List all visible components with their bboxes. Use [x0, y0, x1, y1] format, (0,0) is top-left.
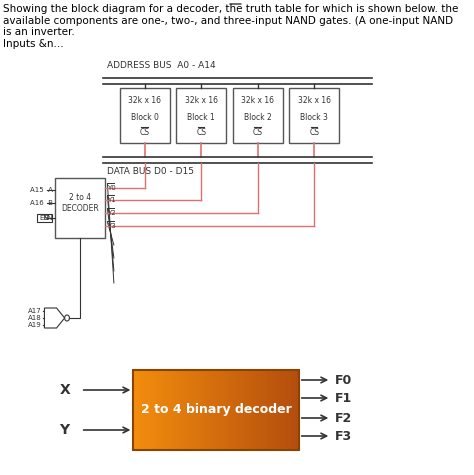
Bar [137, 370, 140, 450]
FancyBboxPatch shape [55, 178, 105, 238]
Text: F3: F3 [335, 429, 352, 443]
Text: Block 0: Block 0 [131, 113, 158, 122]
Text: 32k x 16: 32k x 16 [241, 96, 274, 105]
Text: 32k x 16: 32k x 16 [185, 96, 218, 105]
Bar [276, 370, 279, 450]
Bar [163, 370, 167, 450]
Text: Y3: Y3 [108, 223, 116, 229]
PathPatch shape [45, 308, 64, 328]
Bar [183, 370, 187, 450]
FancyBboxPatch shape [119, 88, 170, 143]
FancyBboxPatch shape [37, 214, 52, 222]
Bar [133, 370, 299, 450]
Bar [296, 370, 299, 450]
Text: CS: CS [196, 128, 206, 137]
Bar [236, 370, 240, 450]
Bar [173, 370, 177, 450]
FancyBboxPatch shape [233, 88, 283, 143]
Bar [196, 370, 200, 450]
Text: DATA BUS D0 - D15: DATA BUS D0 - D15 [108, 167, 194, 176]
Bar [269, 370, 273, 450]
Text: Block 1: Block 1 [187, 113, 215, 122]
Bar [259, 370, 263, 450]
Text: Y: Y [60, 423, 70, 437]
Bar [200, 370, 203, 450]
Text: F0: F0 [335, 373, 353, 387]
Bar [153, 370, 157, 450]
Bar [226, 370, 230, 450]
Text: Showing the block diagram for a decoder, the truth table for which is shown belo: Showing the block diagram for a decoder,… [3, 4, 459, 49]
Bar [256, 370, 260, 450]
Text: Block 2: Block 2 [244, 113, 272, 122]
Bar [219, 370, 223, 450]
Text: Y0: Y0 [108, 185, 116, 191]
Bar [180, 370, 183, 450]
Text: CS: CS [253, 128, 263, 137]
Circle shape [64, 315, 70, 321]
Bar [140, 370, 144, 450]
Bar [156, 370, 160, 450]
Text: 32k x 16: 32k x 16 [128, 96, 161, 105]
Bar [286, 370, 289, 450]
Text: EN: EN [44, 215, 53, 221]
Bar [292, 370, 296, 450]
Bar [160, 370, 164, 450]
Bar [216, 370, 220, 450]
Text: F2: F2 [335, 411, 353, 425]
Text: Y2: Y2 [108, 210, 116, 216]
Bar [253, 370, 256, 450]
Bar [263, 370, 266, 450]
Bar [206, 370, 210, 450]
Text: Block 3: Block 3 [300, 113, 328, 122]
Text: ADDRESS BUS  A0 - A14: ADDRESS BUS A0 - A14 [108, 61, 216, 70]
Bar [203, 370, 207, 450]
FancyBboxPatch shape [176, 88, 226, 143]
Text: CS: CS [139, 128, 150, 137]
Bar [223, 370, 227, 450]
Bar [166, 370, 170, 450]
Bar [273, 370, 276, 450]
Text: A17: A17 [28, 308, 42, 314]
Bar [210, 370, 213, 450]
Bar [239, 370, 243, 450]
Bar [246, 370, 250, 450]
Text: EN: EN [40, 215, 49, 221]
Bar [289, 370, 292, 450]
Text: CS: CS [309, 128, 319, 137]
Bar [243, 370, 246, 450]
Text: A16  B: A16 B [30, 200, 53, 206]
Bar [213, 370, 217, 450]
Bar [186, 370, 190, 450]
Text: A19: A19 [28, 322, 42, 328]
Text: 32k x 16: 32k x 16 [298, 96, 331, 105]
Bar [190, 370, 193, 450]
Bar [279, 370, 283, 450]
Text: Y1: Y1 [108, 197, 116, 203]
Bar [150, 370, 154, 450]
Bar [146, 370, 150, 450]
Bar [283, 370, 286, 450]
Text: F1: F1 [335, 391, 353, 405]
Bar [170, 370, 173, 450]
Text: 2 to 4 binary decoder: 2 to 4 binary decoder [141, 403, 292, 417]
Bar [143, 370, 147, 450]
Text: 2 to 4
DECODER: 2 to 4 DECODER [61, 193, 99, 213]
Bar [266, 370, 269, 450]
Bar [193, 370, 197, 450]
Text: A15  A: A15 A [30, 187, 53, 193]
Text: A18: A18 [28, 315, 42, 321]
Text: X: X [59, 383, 70, 397]
Bar [229, 370, 233, 450]
Bar [133, 370, 137, 450]
Bar [249, 370, 253, 450]
Bar [176, 370, 180, 450]
FancyBboxPatch shape [289, 88, 339, 143]
Bar [233, 370, 237, 450]
